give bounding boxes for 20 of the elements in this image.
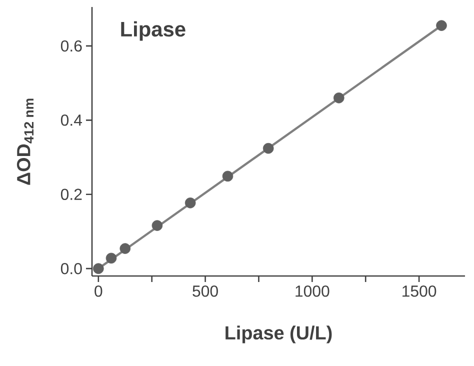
point	[222, 170, 234, 182]
point	[262, 142, 274, 154]
point	[152, 220, 163, 231]
point	[436, 20, 447, 31]
point	[120, 243, 131, 254]
y-tick-label: 0.6	[60, 40, 82, 52]
x-tick-label: 1500	[402, 286, 436, 297]
y-axis-title: ΔOD$_{412 nm}$	[16, 98, 34, 185]
y-tick-label: 0.2	[60, 188, 82, 200]
x-axis-title: Lipase (U/L)	[226, 326, 332, 344]
point	[93, 263, 104, 274]
x-tick-label: 1000	[296, 286, 330, 297]
x-tick-label: 500	[192, 286, 218, 297]
x-tick-label: 0	[94, 286, 102, 297]
y-tick-label: 0.0	[60, 262, 82, 274]
point	[184, 198, 196, 208]
text: Lipase	[121, 21, 186, 41]
y-tick-label: 0.4	[60, 114, 82, 126]
point	[333, 92, 344, 104]
point	[106, 252, 117, 264]
